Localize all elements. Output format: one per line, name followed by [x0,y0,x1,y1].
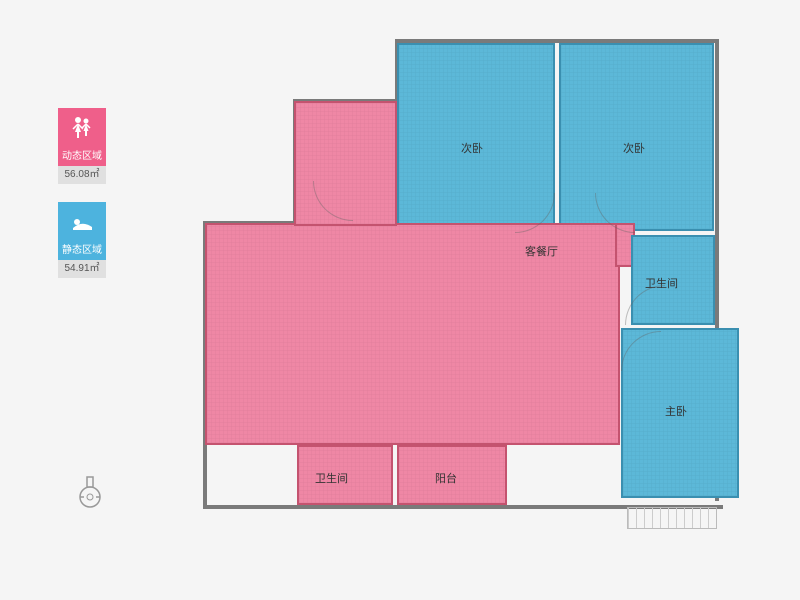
legend-panel: 动态区域 56.08㎡ 静态区域 54.91㎡ [58,108,106,296]
room-label-bedroom2b: 次卧 [623,140,645,156]
floorplan: 厨房次卧次卧客餐厅卫生间主卧卫生间阳台 [185,25,755,560]
room-label-master: 主卧 [665,403,687,419]
legend-dynamic-value: 56.08㎡ [58,166,106,184]
room-bedroom2b [559,43,714,231]
legend-static-label: 静态区域 [58,242,106,260]
sleep-icon [58,202,106,242]
legend-dynamic-label: 动态区域 [58,148,106,166]
room-label-bedroom2a: 次卧 [461,140,483,156]
legend-static-value: 54.91㎡ [58,260,106,278]
legend-dynamic: 动态区域 56.08㎡ [58,108,106,184]
railing [627,507,717,529]
compass-icon [75,475,105,510]
room-label-balcony: 阳台 [435,470,457,486]
room-label-bathroom1: 卫生间 [315,470,348,486]
legend-static: 静态区域 54.91㎡ [58,202,106,278]
room-label-living_main: 客餐厅 [525,243,558,259]
people-icon [58,108,106,148]
